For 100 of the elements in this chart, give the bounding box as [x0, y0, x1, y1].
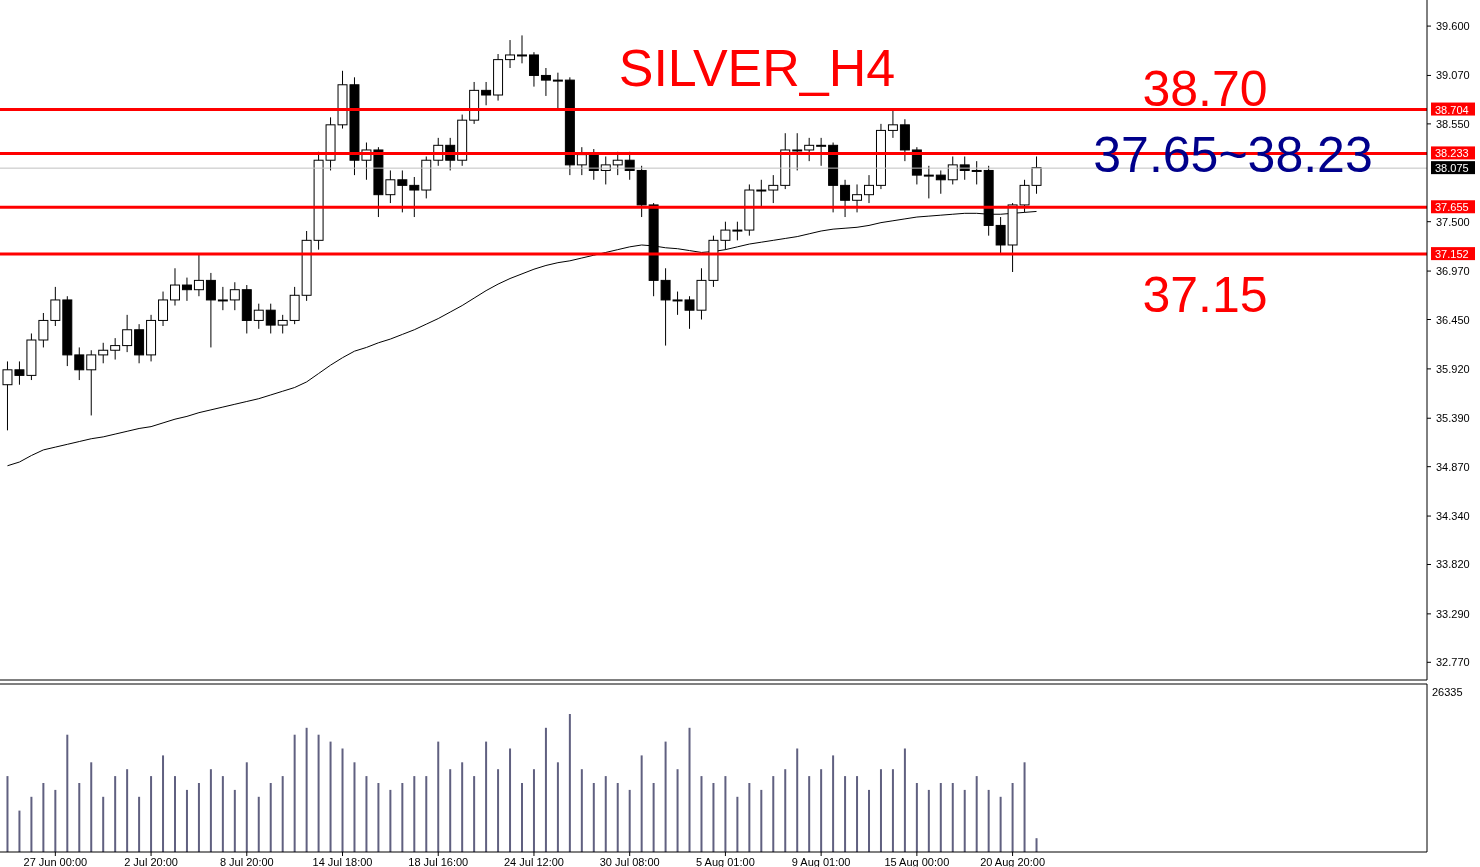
bar — [78, 783, 81, 852]
candlestick — [576, 146, 587, 176]
candlestick — [277, 314, 288, 334]
y-tick-label: 36.450 — [1436, 313, 1470, 326]
bar — [987, 789, 990, 852]
annotation: 37.15 — [1142, 267, 1268, 324]
bar — [377, 783, 380, 852]
bar — [54, 789, 57, 852]
bar — [485, 741, 488, 852]
candlestick — [98, 342, 109, 364]
candlestick — [86, 349, 97, 416]
bar — [353, 762, 356, 852]
candlestick — [816, 137, 827, 167]
bar — [712, 783, 715, 852]
text: 26335 — [1432, 686, 1463, 698]
ref-line-label: 38.704 — [1435, 103, 1469, 116]
bar — [975, 776, 978, 852]
bar — [903, 748, 906, 852]
y-tick-label: 34.340 — [1436, 510, 1470, 523]
candlestick — [768, 174, 779, 204]
ref-line-label: 38.075 — [1435, 162, 1469, 175]
candlestick — [193, 253, 204, 297]
bar — [305, 727, 308, 852]
y-tick-label: 33.290 — [1436, 607, 1470, 620]
candlestick — [756, 179, 767, 209]
bar — [162, 755, 165, 852]
candlestick — [840, 179, 851, 218]
bar — [221, 776, 224, 852]
bar — [114, 776, 117, 852]
bar — [6, 776, 9, 852]
y-tick-label: 39.600 — [1436, 20, 1470, 33]
candlestick — [528, 51, 539, 88]
bar — [401, 783, 404, 852]
bar — [269, 783, 272, 852]
bar — [138, 796, 141, 852]
candlestick — [158, 291, 169, 327]
x-tick-label: 2 Jul 20:00 — [124, 856, 178, 867]
bar — [341, 748, 344, 852]
candlestick — [265, 303, 276, 334]
bar — [389, 789, 392, 852]
bar — [999, 796, 1002, 852]
bar — [820, 769, 823, 852]
bar — [449, 769, 452, 852]
bar — [209, 769, 212, 852]
bar — [915, 783, 918, 852]
bar — [174, 776, 176, 852]
bar — [521, 783, 523, 852]
bar — [102, 796, 105, 852]
bar — [760, 789, 763, 852]
bar — [640, 755, 643, 852]
y-tick-label: 32.770 — [1436, 656, 1470, 669]
bar — [784, 769, 787, 852]
candlestick — [122, 314, 133, 353]
candlestick — [110, 337, 121, 361]
y-tick-label: 35.920 — [1436, 362, 1470, 375]
y-tick-label: 38.550 — [1436, 117, 1470, 130]
x-tick-label: 18 Jul 16:00 — [408, 856, 469, 867]
bar — [42, 783, 45, 852]
bar — [1035, 838, 1038, 852]
bar — [413, 776, 416, 852]
y-tick-label: 33.820 — [1436, 558, 1470, 571]
bar — [293, 734, 296, 852]
bar — [628, 789, 631, 852]
bar — [233, 789, 236, 852]
bar — [150, 776, 153, 852]
candlestick — [181, 277, 192, 302]
bar — [724, 776, 727, 852]
bar — [808, 776, 811, 852]
y-tick-label: 37.500 — [1436, 215, 1470, 228]
x-tick-label: 8 Jul 20:00 — [219, 856, 274, 867]
bar — [748, 783, 751, 852]
bar — [951, 783, 954, 852]
bar — [257, 796, 260, 852]
text: SILVER_H4 — [618, 39, 896, 97]
y-tick-label: 35.390 — [1436, 412, 1470, 425]
bar — [963, 789, 966, 852]
ref-line-label: 37.655 — [1435, 201, 1469, 214]
bar — [437, 741, 440, 852]
y-tick-label: 36.970 — [1436, 265, 1470, 278]
bar — [772, 776, 775, 852]
bar — [473, 776, 476, 852]
candlestick — [852, 183, 863, 213]
bar — [317, 734, 320, 852]
candlestick — [409, 176, 420, 218]
x-tick-label: 27 Jun 00:00 — [23, 856, 88, 867]
bar — [329, 741, 332, 852]
bar — [868, 789, 870, 852]
bar — [1023, 762, 1026, 852]
bar — [844, 776, 847, 852]
bar — [856, 776, 859, 852]
candlestick — [971, 160, 982, 185]
candlestick — [217, 286, 228, 311]
candlestick — [540, 67, 551, 97]
ref-line-label: 37.152 — [1435, 248, 1469, 261]
bar — [652, 783, 655, 852]
bar — [544, 727, 547, 852]
x-tick-label: 24 Jul 12:00 — [504, 856, 564, 867]
candlestick — [505, 39, 516, 69]
bar — [509, 748, 512, 852]
bar — [700, 776, 703, 852]
